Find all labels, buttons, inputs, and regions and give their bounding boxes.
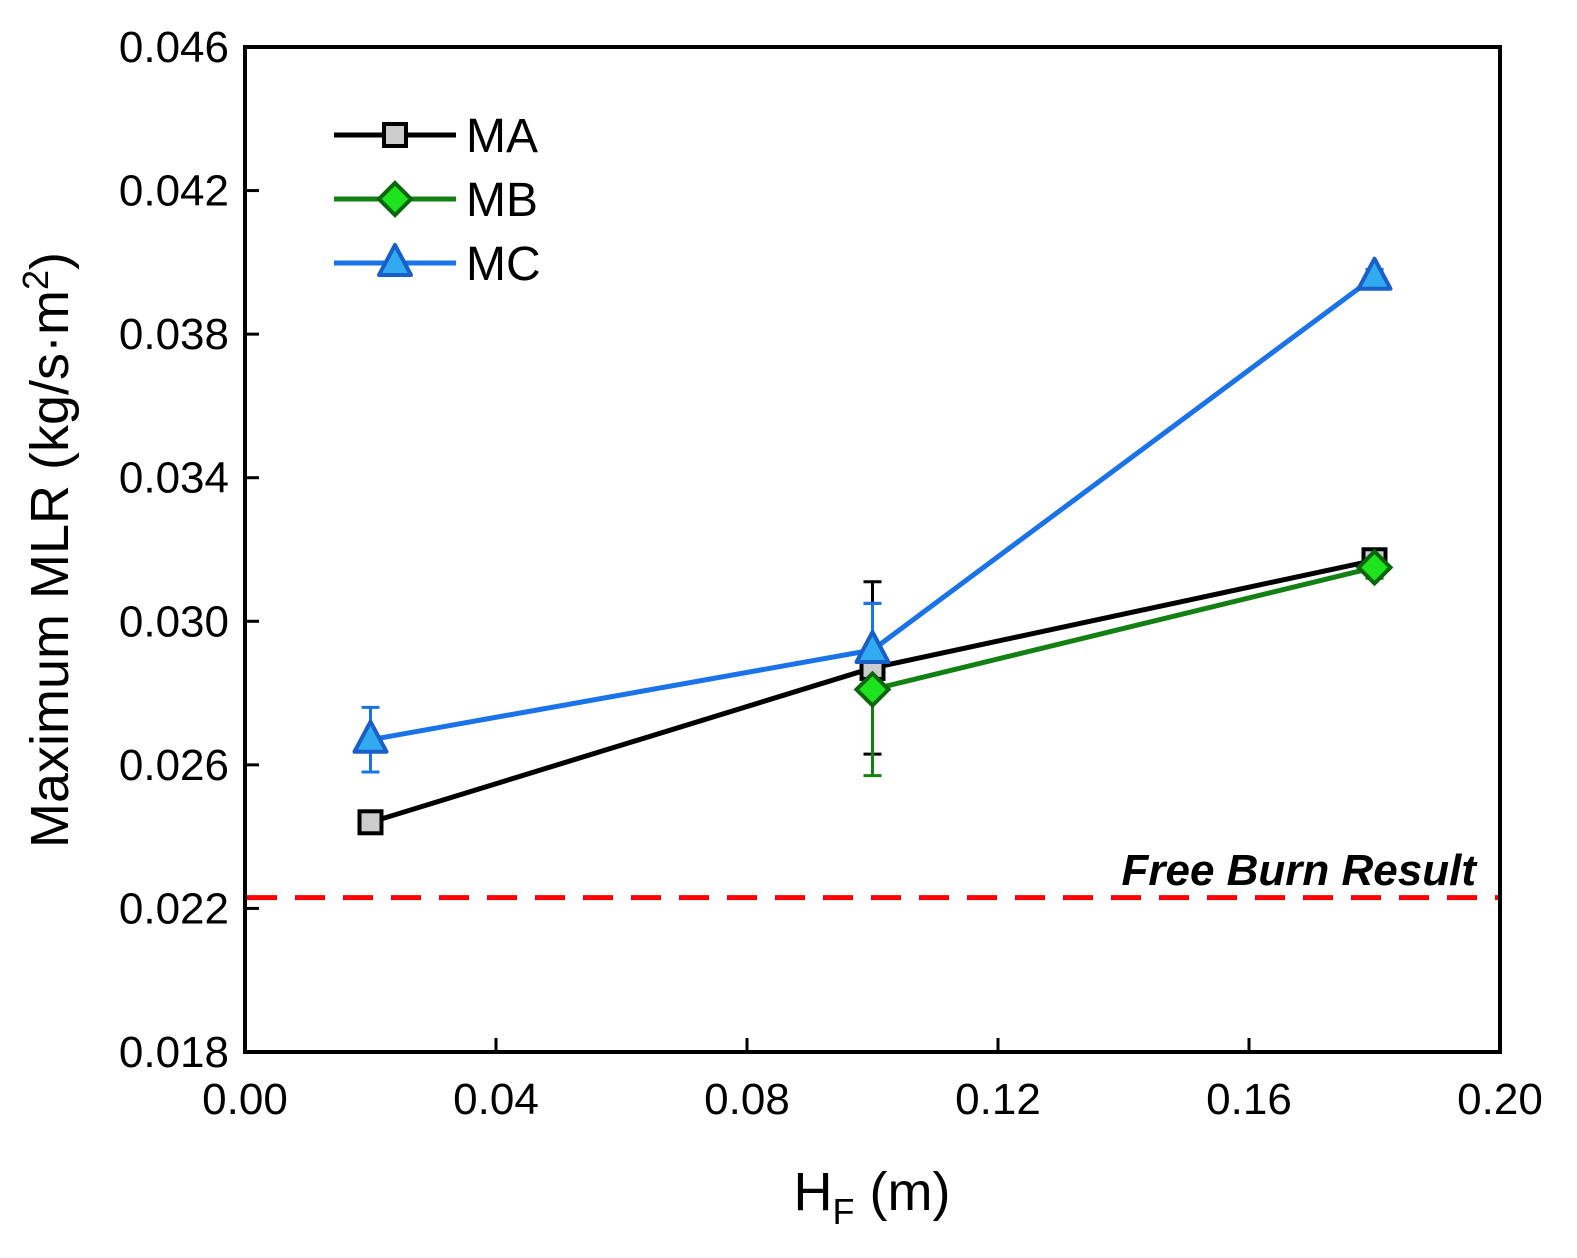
legend-marker-mc: [377, 243, 413, 277]
legend-marker-ma: [382, 122, 408, 148]
legend-label-mb: MB: [466, 174, 538, 227]
axes: 0.00 0.04 0.08 0.12 0.16 0.20 0.018 0.022 0.026 0…: [119, 23, 1543, 1124]
y-tick-label: 0.034: [119, 454, 229, 503]
data-point-mc: [1356, 256, 1393, 291]
y-tick-label: 0.026: [119, 741, 229, 790]
data-point-mc: [352, 719, 389, 754]
x-axis-title: HF (m): [794, 1162, 951, 1232]
legend-label-mc: MC: [466, 238, 541, 291]
y-tick-label: 0.046: [119, 23, 229, 72]
legend: MA MB MC: [334, 110, 541, 291]
plot-area: [247, 256, 1498, 901]
free-burn-label: Free Burn Result: [1121, 846, 1478, 895]
y-tick-label: 0.030: [119, 597, 229, 646]
x-tick-label: 0.16: [1206, 1075, 1292, 1124]
series-line-mb: [871, 565, 1376, 692]
plot-frame: [243, 45, 1502, 1054]
x-tick-label: 0.04: [453, 1075, 539, 1124]
data-point-mb: [853, 670, 892, 709]
y-axis-title: Maximum MLR (kg/s·m2): [15, 252, 80, 848]
y-tick-label: 0.018: [119, 1028, 229, 1077]
data-point-mc: [854, 630, 891, 664]
x-tick-label: 0.12: [955, 1075, 1041, 1124]
x-tick-label: 0.20: [1457, 1075, 1543, 1124]
x-tick-label: 0.08: [704, 1075, 790, 1124]
legend-label-ma: MA: [466, 110, 538, 163]
y-tick-label: 0.038: [119, 310, 229, 359]
data-point-ma: [357, 809, 384, 836]
y-tick-label: 0.042: [119, 167, 229, 216]
data-point-mb: [1355, 548, 1394, 587]
y-tick-label: 0.022: [119, 884, 229, 933]
x-tick-label: 0.00: [202, 1075, 288, 1124]
legend-marker-mb: [376, 180, 414, 218]
